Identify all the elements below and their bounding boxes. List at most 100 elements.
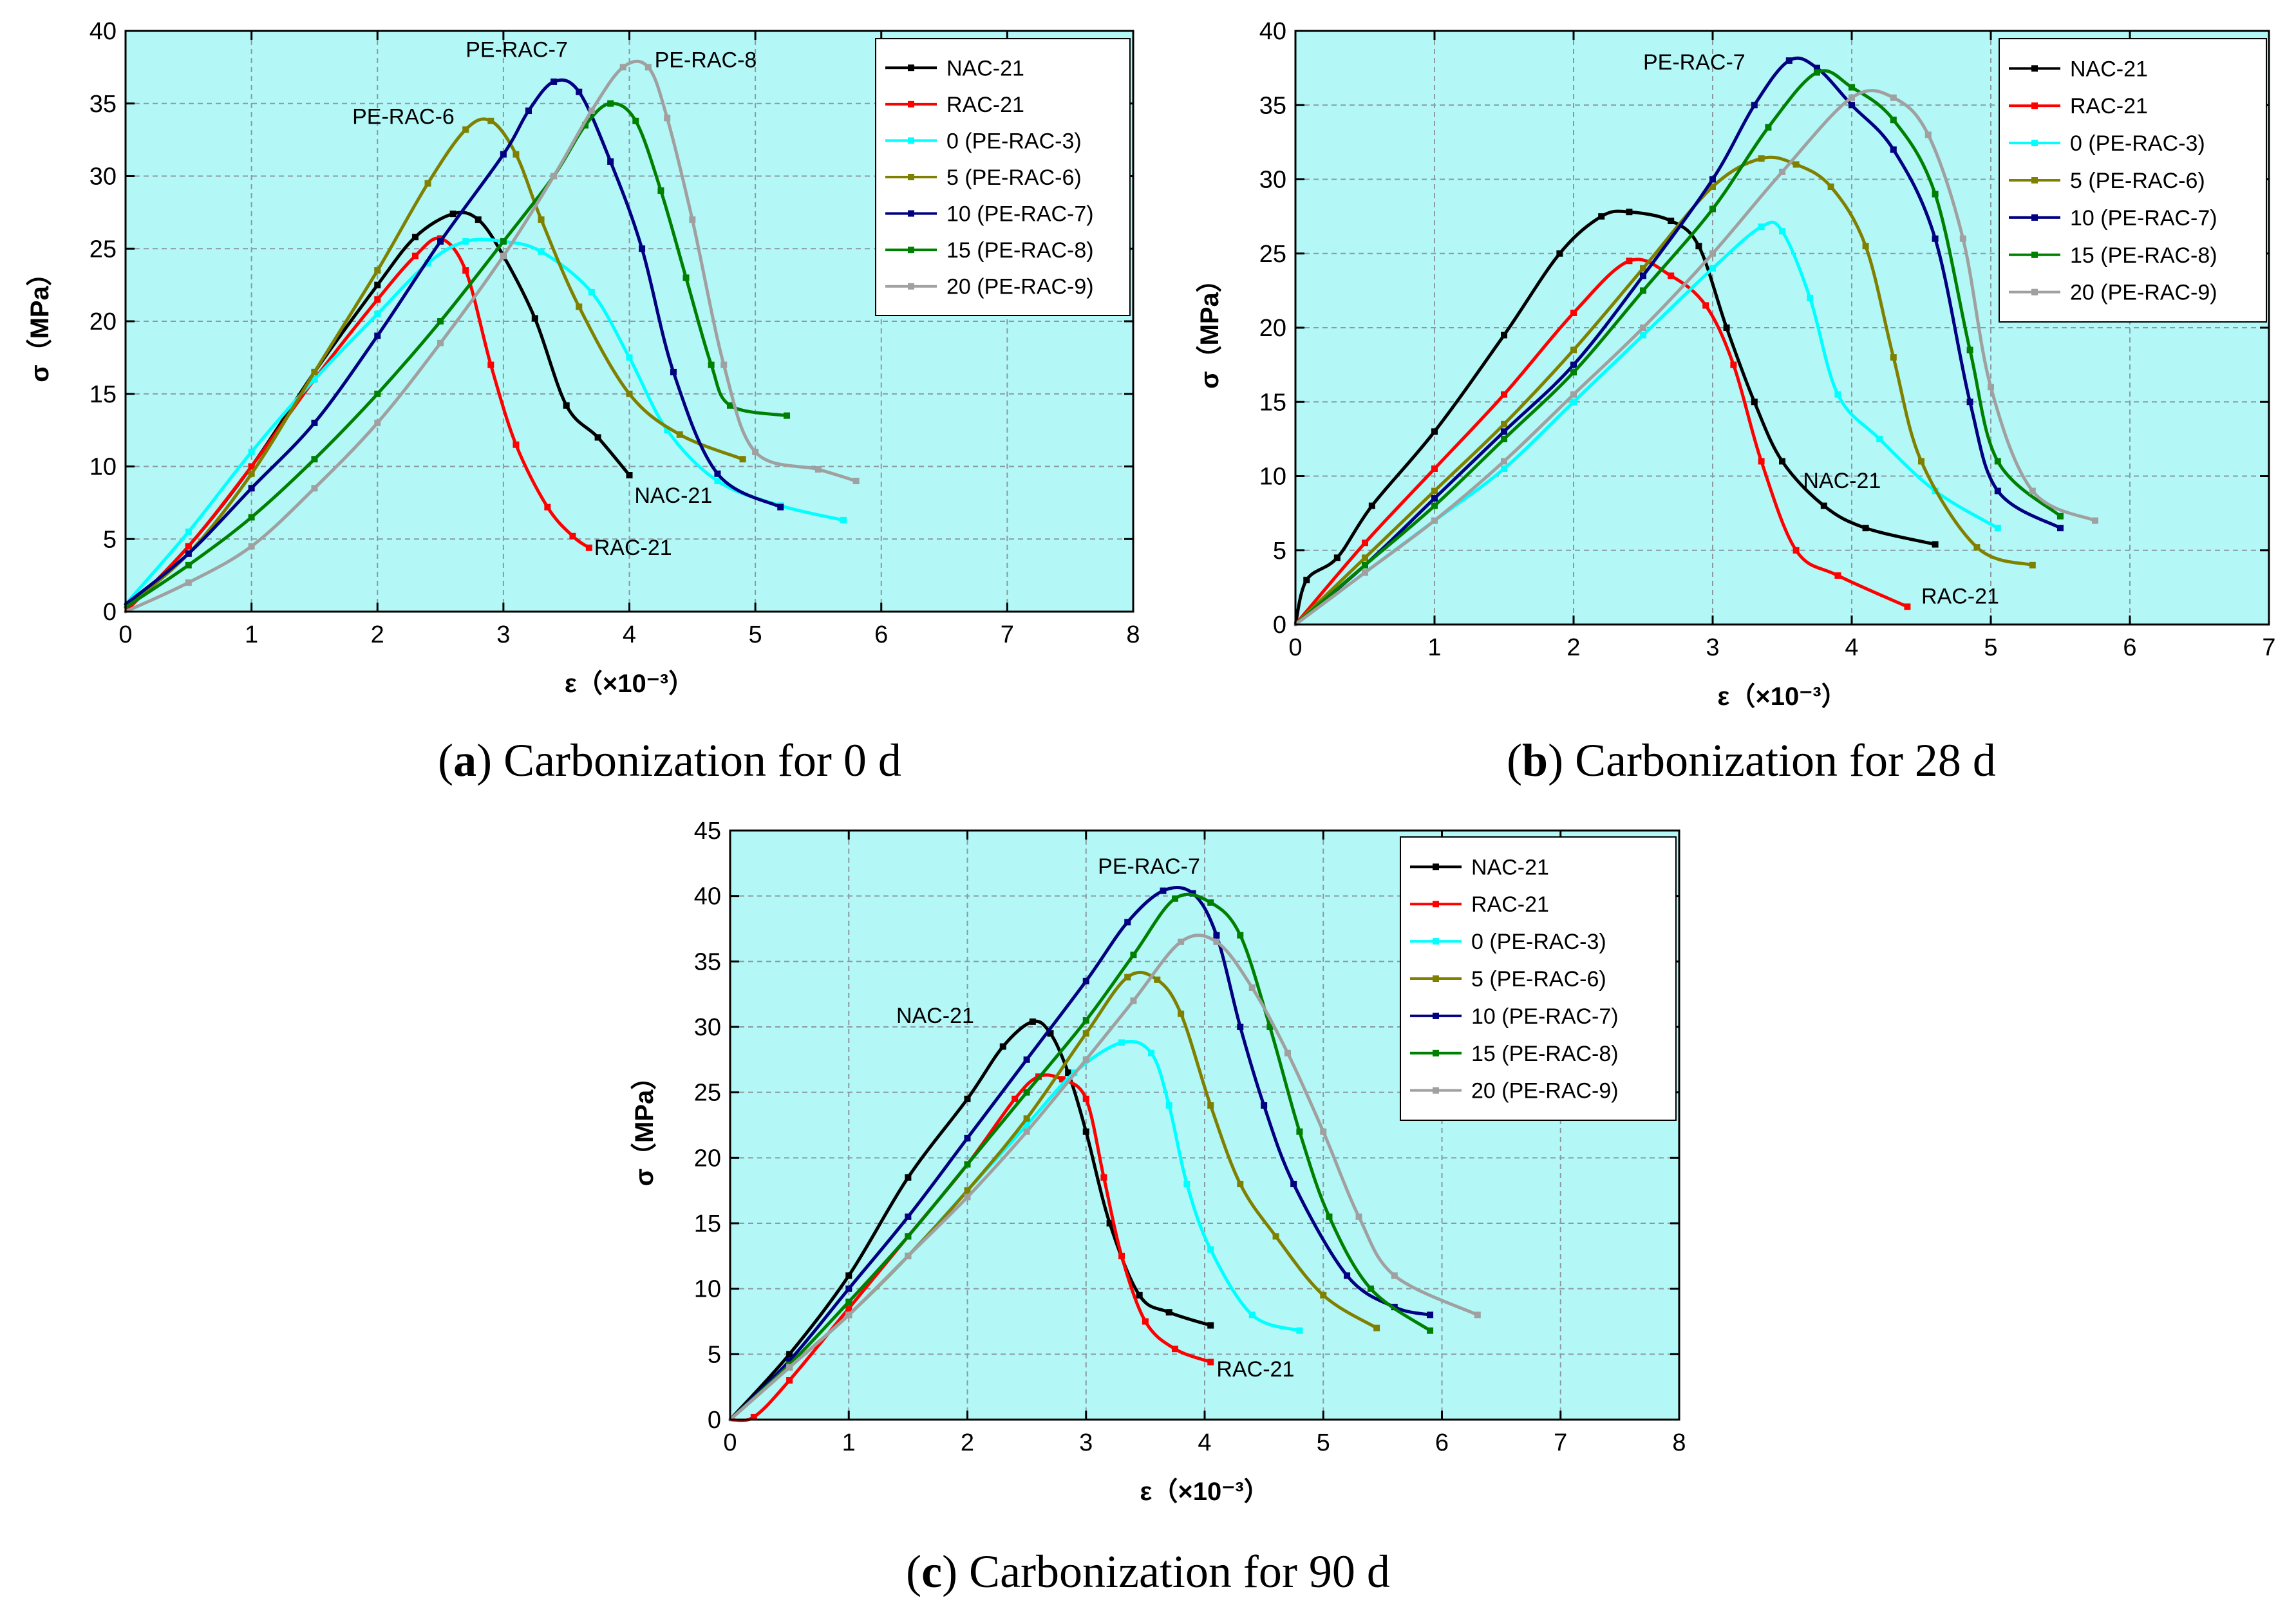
data-point-pe-rac-8 [1570, 369, 1577, 376]
data-point-pe-rac-9 [550, 173, 558, 180]
data-point-rac-21 [1793, 547, 1800, 554]
data-point-pe-rac-8 [311, 456, 318, 463]
data-point-pe-rac-7 [639, 245, 646, 252]
data-point-nac-21 [1501, 332, 1507, 339]
data-point-nac-21 [411, 234, 419, 241]
x-tick-label: 3 [1706, 634, 1719, 661]
data-point-pe-rac-9 [437, 339, 444, 346]
data-point-pe-rac-8 [1849, 84, 1855, 91]
data-point-pe-rac-8 [1765, 124, 1772, 131]
data-point-rac-21 [585, 544, 592, 551]
y-tick-label: 30 [694, 1014, 721, 1041]
data-point-pe-rac-9 [1355, 1213, 1362, 1220]
data-point-pe-rac-3 [1640, 332, 1646, 339]
data-point-pe-rac-6 [1758, 155, 1765, 162]
data-point-pe-rac-9 [1213, 938, 1220, 945]
data-point-pe-rac-9 [2029, 487, 2036, 494]
curve-annotation: PE-RAC-8 [655, 48, 757, 72]
y-tick-label: 0 [1273, 612, 1286, 639]
data-point-pe-rac-3 [248, 448, 255, 455]
data-point-pe-rac-9 [814, 466, 822, 473]
legend-label: 10 (PE-RAC-7) [1471, 1004, 1619, 1029]
x-tick-label: 5 [1984, 634, 1997, 661]
data-point-pe-rac-7 [714, 470, 721, 477]
curve-annotation: PE-RAC-7 [1643, 50, 1746, 75]
caption-a: (a) Carbonization for 0 d [438, 735, 901, 786]
data-point-pe-rac-7 [1431, 495, 1438, 502]
data-point-pe-rac-6 [1178, 1010, 1185, 1017]
data-point-pe-rac-8 [632, 117, 639, 124]
data-point-pe-rac-7 [1501, 428, 1507, 435]
data-point-pe-rac-8 [1709, 205, 1716, 212]
legend-marker-pe-rac-7 [1433, 1012, 1439, 1019]
data-point-pe-rac-9 [588, 108, 595, 115]
data-point-pe-rac-7 [1213, 932, 1220, 939]
data-point-pe-rac-7 [845, 1285, 852, 1292]
series-line-rac-21 [124, 236, 591, 614]
data-point-pe-rac-3 [1148, 1049, 1155, 1057]
data-point-rac-21 [1702, 302, 1709, 309]
data-point-pe-rac-8 [845, 1299, 852, 1305]
data-point-pe-rac-9 [1849, 94, 1855, 101]
data-point-pe-rac-7 [1570, 361, 1577, 368]
data-point-pe-rac-9 [1709, 250, 1716, 257]
x-tick-label: 6 [874, 621, 888, 648]
x-tick-label: 3 [1079, 1429, 1093, 1456]
panel-c-chart: 0 1 2 3 4 5 6 7 8051015202530354045ε（×10⁻³）σ（MPa… [630, 818, 1686, 1506]
panel-a-chart: 0 1 2 3 4 5 6 7 8 0 5 10 15 20 25 30 35 40 ε（×10⁻³） σ（MPa） N… [26, 18, 1140, 698]
curve-annotation: RAC-21 [594, 536, 672, 560]
x-axis-title: ε（×10⁻³） [1717, 682, 1847, 711]
y-tick-label: 25 [1259, 241, 1286, 268]
data-point-pe-rac-8 [1367, 1285, 1374, 1292]
data-point-pe-rac-7 [1427, 1311, 1434, 1319]
legend-marker-pe-rac-7 [908, 210, 914, 217]
data-point-nac-21 [1862, 525, 1869, 532]
curve-annotation: RAC-21 [1921, 585, 1999, 609]
data-point-rac-21 [1834, 572, 1841, 579]
legend-label: 10 (PE-RAC-7) [2070, 206, 2217, 230]
curve-annotation: PE-RAC-6 [352, 104, 455, 129]
data-point-pe-rac-9 [752, 448, 759, 455]
data-point-nac-21 [1029, 1018, 1036, 1025]
data-point-pe-rac-7 [1237, 1024, 1244, 1030]
data-point-pe-rac-9 [1391, 1272, 1398, 1279]
data-point-pe-rac-3 [1758, 223, 1765, 230]
data-point-pe-rac-9 [1178, 938, 1185, 945]
x-tick-label: 5 [749, 621, 762, 648]
data-point-pe-rac-7 [525, 108, 532, 115]
data-point-nac-21 [1556, 250, 1563, 257]
data-point-pe-rac-7 [777, 503, 784, 511]
legend-label: 0 (PE-RAC-3) [1471, 930, 1606, 954]
legend-label: 20 (PE-RAC-9) [946, 275, 1094, 299]
data-point-rac-21 [750, 1413, 757, 1420]
y-tick-label: 40 [694, 883, 721, 910]
y-tick-label: 20 [89, 308, 117, 335]
data-point-pe-rac-8 [1640, 287, 1646, 294]
data-point-pe-rac-7 [1261, 1102, 1268, 1109]
data-point-pe-rac-7 [1344, 1272, 1351, 1279]
y-tick-label: 5 [1273, 538, 1286, 565]
legend-marker-pe-rac-9 [1433, 1087, 1439, 1094]
data-point-pe-rac-7 [1966, 399, 1973, 406]
data-point-rac-21 [1626, 258, 1633, 265]
data-point-nac-21 [626, 472, 633, 479]
data-point-pe-rac-9 [1570, 391, 1577, 398]
y-tick-label: 45 [694, 818, 721, 845]
y-tick-label: 20 [1259, 315, 1286, 342]
data-point-pe-rac-6 [487, 117, 494, 124]
data-point-pe-rac-8 [1431, 502, 1438, 509]
curve-annotation: NAC-21 [896, 1004, 974, 1028]
data-point-pe-rac-6 [1827, 183, 1834, 191]
data-point-nac-21 [964, 1095, 971, 1102]
data-point-nac-21 [449, 211, 456, 218]
data-point-pe-rac-3 [1296, 1327, 1303, 1334]
data-point-pe-rac-9 [1988, 384, 1994, 391]
data-point-rac-21 [1758, 458, 1765, 465]
data-point-pe-rac-8 [1266, 1024, 1274, 1030]
data-point-pe-rac-8 [437, 318, 444, 324]
data-point-pe-rac-8 [1994, 458, 2001, 465]
data-point-pe-rac-8 [607, 100, 614, 107]
data-point-nac-21 [1368, 502, 1375, 509]
legend-label: 15 (PE-RAC-8) [946, 238, 1094, 263]
data-point-pe-rac-8 [1171, 895, 1178, 902]
